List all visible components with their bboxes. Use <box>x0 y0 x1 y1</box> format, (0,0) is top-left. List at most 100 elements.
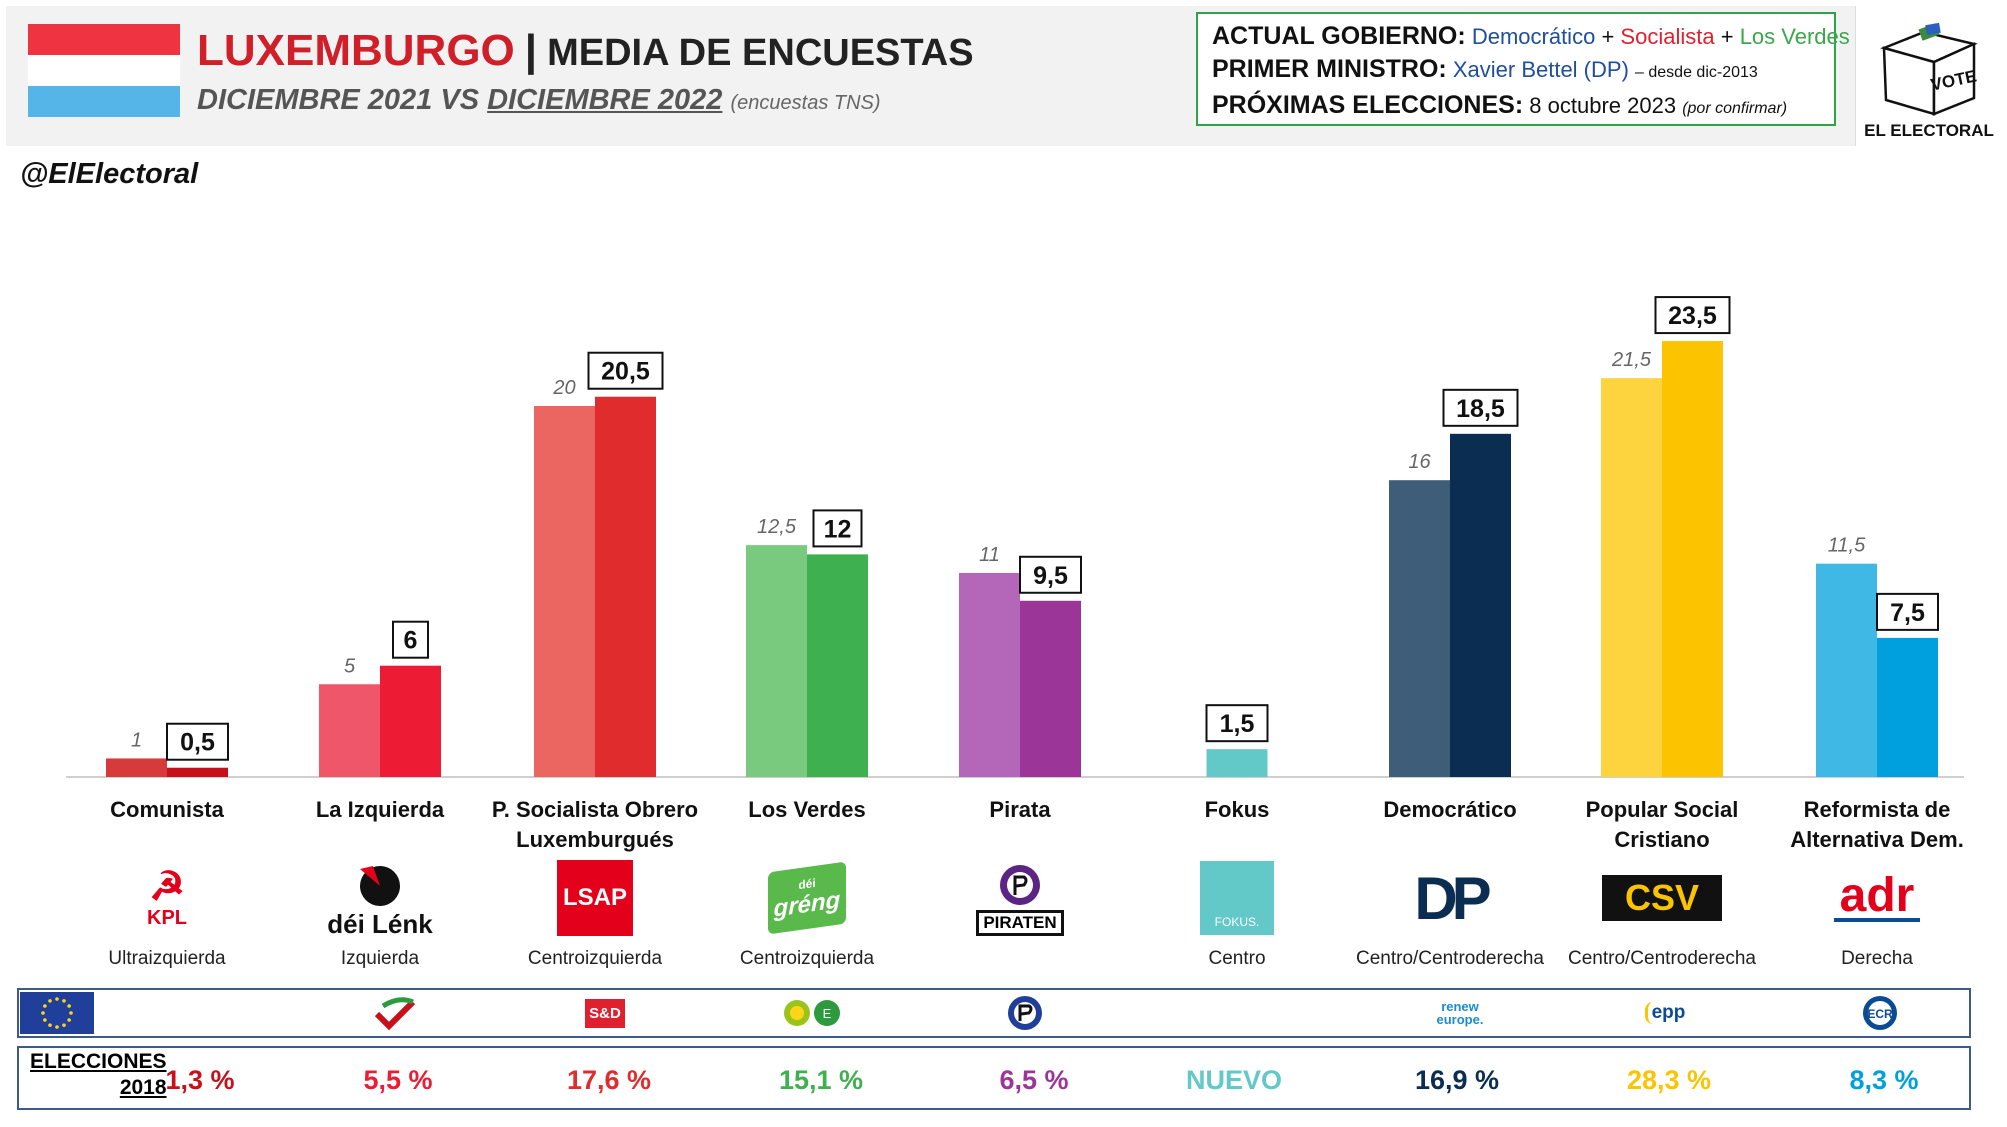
subtitle-a: DICIEMBRE 2021 VS <box>197 84 488 116</box>
result-2018-1: 5,5 % <box>363 1065 433 1095</box>
ideology-label-2: Centroizquierda <box>527 948 663 969</box>
elections-label-a: ELECCIONES <box>30 1050 167 1073</box>
pm-since: – desde dic-2013 <box>1635 64 1758 81</box>
renew-europe-icon: renew europe. <box>1420 993 1500 1033</box>
elections-line: PRÓXIMAS ELECCIONES: 8 octubre 2023 (por… <box>1212 89 1820 125</box>
category-label-5: Fokus <box>1204 797 1270 822</box>
label-2022-3: 12 <box>824 515 852 543</box>
result-2018-5: NUEVO <box>1185 1065 1283 1095</box>
category-label-6: Democrático <box>1383 797 1517 822</box>
pm-line: PRIMER MINISTRO: Xavier Bettel (DP) – de… <box>1212 53 1820 89</box>
plus-2: + <box>1720 24 1734 49</box>
label-2022-6: 18,5 <box>1456 395 1505 423</box>
category-label-1: La Izquierda <box>315 797 445 822</box>
flag-stripe-red <box>28 24 180 55</box>
label-box-2022-6 <box>1442 388 1519 427</box>
bar-2021-3 <box>746 545 807 777</box>
bar-2022-8 <box>1877 637 1938 777</box>
logo-brand-text: EL ELECTORAL <box>1864 121 1994 140</box>
dei-greng-logo: déi gréng <box>747 858 867 938</box>
subtitle-note: (encuestas TNS) <box>730 92 881 114</box>
elections-label-b: 2018 <box>119 1076 167 1099</box>
label-2022-4: 9,5 <box>1033 562 1068 590</box>
pm-name: Xavier Bettel (DP) <box>1452 57 1629 82</box>
epp-icon: epp <box>1630 993 1700 1033</box>
category-label-7: Popular Social Cristiano <box>1585 797 1739 852</box>
label-box-2022-5 <box>1205 704 1269 743</box>
ecr-icon: ECR <box>1857 993 1903 1033</box>
result-2018-3: 15,1 % <box>778 1065 864 1095</box>
ideology-label-5: Centro <box>1208 948 1266 969</box>
label-2021-0: 1 <box>131 729 142 751</box>
bar-2022-6 <box>1450 433 1511 777</box>
luxembourg-flag <box>28 24 180 117</box>
pm-label: PRIMER MINISTRO: <box>1212 55 1447 83</box>
ballot-box-icon: VOTE EL ELECTORAL <box>1864 22 1994 140</box>
label-box-2022-4 <box>1019 555 1082 594</box>
bar-2021-0 <box>106 758 167 777</box>
plus-1: + <box>1601 24 1615 49</box>
elections-note: (por confirmar) <box>1682 100 1788 117</box>
bar-2022-4 <box>1020 600 1081 777</box>
pirate-eu-icon <box>1005 993 1045 1033</box>
ideology-label-6: Centro/Centroderecha <box>1356 948 1544 969</box>
result-2018-6: 16,9 % <box>1414 1065 1500 1095</box>
label-2021-6: 16 <box>1408 451 1431 473</box>
bar-2022-7 <box>1662 341 1723 777</box>
gov-line: ACTUAL GOBIERNO: Democrático + Socialist… <box>1212 20 1850 53</box>
bar-2022-3 <box>807 554 868 777</box>
bar-2022-2 <box>595 396 656 777</box>
label-2022-0: 0,5 <box>180 729 215 757</box>
bar-2021-8 <box>1816 563 1877 777</box>
result-2018-7: 28,3 % <box>1626 1065 1712 1095</box>
bar-2021-7 <box>1601 378 1662 777</box>
gov-party-3: Los Verdes <box>1739 24 1850 49</box>
result-2018-4: 6,5 % <box>999 1065 1069 1095</box>
result-2018-2: 17,6 % <box>566 1065 652 1095</box>
label-box-2022-1 <box>392 620 429 659</box>
ideology-label-3: Centroizquierda <box>739 948 875 969</box>
gov-label: ACTUAL GOBIERNO: <box>1212 22 1466 50</box>
label-2022-5: 1,5 <box>1220 710 1255 738</box>
elections-label: PRÓXIMAS ELECCIONES: <box>1212 91 1524 119</box>
eu-flag-icon <box>20 992 94 1034</box>
bar-2022-0 <box>167 767 228 777</box>
result-2018-8: 8,3 % <box>1849 1065 1919 1095</box>
category-label-3: Los Verdes <box>748 797 866 822</box>
epp-label: epp <box>1644 1002 1685 1024</box>
title-rest: MEDIA DE ENCUESTAS <box>547 32 974 74</box>
party-of-european-left-icon <box>365 993 425 1033</box>
label-2022-2: 20,5 <box>601 358 650 386</box>
gov-party-1: Democrático <box>1471 24 1596 49</box>
government-info-box: ACTUAL GOBIERNO: Democrático + Socialist… <box>1196 12 1850 126</box>
elections-2018-label: ELECCIONES 2018 <box>30 1049 167 1101</box>
subtitle-b: DICIEMBRE 2022 <box>487 84 723 116</box>
label-2022-7: 23,5 <box>1668 302 1717 330</box>
elections-date: 8 octubre 2023 <box>1529 93 1677 118</box>
page-title: LUXEMBURGO | MEDIA DE ENCUESTAS <box>197 26 974 76</box>
label-box-2022-2 <box>587 351 664 390</box>
label-2021-4: 11 <box>979 544 1000 566</box>
label-box-2022-8 <box>1876 592 1939 631</box>
el-electoral-logo: VOTE EL ELECTORAL <box>1855 6 2002 146</box>
bar-2022-1 <box>380 665 441 777</box>
svg-text:E: E <box>823 1006 832 1021</box>
bar-2021-4 <box>959 572 1020 777</box>
title-separator: | <box>524 26 538 75</box>
category-label-8: Reformista de Alternativa Dem. <box>1790 797 1964 852</box>
eu-groups-row <box>17 988 1971 1038</box>
renew-label: renew europe. <box>1436 999 1484 1027</box>
lsap-logo: LSAP <box>535 858 655 938</box>
label-box-2022-3 <box>812 509 863 548</box>
page-subtitle: DICIEMBRE 2021 VS DICIEMBRE 2022 (encues… <box>197 84 881 117</box>
label-box-2022-0 <box>166 722 229 761</box>
bar-chart: 1 0,5 5 6 20 20,5 12,5 12 11 9,5 1,5 16 18,5 21,5 23,5… <box>66 296 1964 778</box>
bar-2021-2 <box>534 406 595 777</box>
gov-party-2: Socialista <box>1620 24 1715 49</box>
piraten-logo: PIRATEN <box>960 858 1080 938</box>
label-box-2022-7 <box>1654 296 1731 335</box>
kpl-logo: ☭ KPL <box>147 864 187 929</box>
flag-stripe-blue <box>28 86 180 117</box>
fokus-logo: FOKUS. <box>1177 858 1297 938</box>
label-2021-8: 11,5 <box>1828 535 1866 557</box>
